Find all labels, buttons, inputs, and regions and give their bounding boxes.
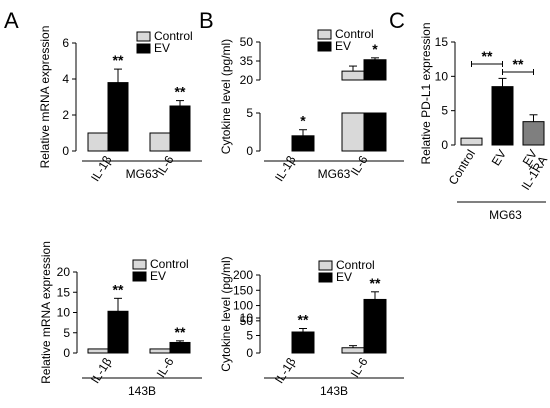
b-bottom-tick-label-il-6: IL-6 xyxy=(348,355,371,380)
legend-swatch-control xyxy=(136,31,151,42)
legend-label-ev: EV xyxy=(154,41,170,55)
c-comparison-label-0: ** xyxy=(482,48,493,64)
b-top-tick-label-il-6: IL-6 xyxy=(348,153,371,178)
c-y-tick-label-15: 15 xyxy=(435,35,449,49)
c-y-tick-label-5: 5 xyxy=(441,104,448,118)
b-bottom-significance-il-1: ** xyxy=(298,312,309,328)
b-top-bar-control-il-6-upper xyxy=(341,70,365,81)
legend-swatch-ev xyxy=(317,41,332,52)
a-top-y-tick-label-4: 4 xyxy=(62,72,69,86)
legend-swatch-control xyxy=(317,29,332,40)
b-top-group-label: MG63 xyxy=(318,167,351,181)
b-top-y-tick-label-0: 0 xyxy=(246,144,253,158)
legend-label-ev: EV xyxy=(150,269,166,283)
c-y-tick-label-0: 0 xyxy=(441,138,448,152)
legend-label-control: Control xyxy=(335,27,374,41)
b-bottom-y-tick-label-50: 50 xyxy=(240,314,254,328)
b-top-y-tick-label-5: 5 xyxy=(246,106,253,120)
b-top-y-axis-label: Cytokine level (pg/ml) xyxy=(219,39,233,154)
a-top-bar-ev-il-6 xyxy=(169,105,191,152)
a-top-tick-label-il-1: IL-1β xyxy=(88,153,115,184)
legend-label-control: Control xyxy=(150,257,189,271)
c-y-axis-label: Relative PD-L1 expression xyxy=(419,22,433,164)
legend-label-control: Control xyxy=(154,29,193,43)
legend-swatch-ev xyxy=(318,272,333,283)
legend-swatch-ev xyxy=(136,43,151,54)
a-bottom-bar-ev-il-6 xyxy=(169,341,191,354)
b-top-bar-control-il-6-lower xyxy=(341,112,365,152)
c-tick-label-ev: EV xyxy=(489,147,509,168)
panel-letter-b: B xyxy=(199,8,214,33)
a-bottom-bar-ev-il-1 xyxy=(107,310,129,354)
b-top-bar-ev-il-6-upper xyxy=(363,59,387,81)
b-top-y-tick-label-20: 20 xyxy=(240,73,254,87)
a-bottom-bar-control-il-1 xyxy=(87,348,109,354)
b-top-significance-il-6: * xyxy=(372,41,378,57)
b-bottom-y-tick-label-0: 0 xyxy=(246,346,253,360)
a-top-group-label: MG63 xyxy=(126,167,159,181)
b-bottom-bar-control-il-6 xyxy=(341,347,365,354)
b-bottom-y-tick-label-150: 150 xyxy=(233,283,253,297)
a-bottom-y-tick-label-20: 20 xyxy=(57,265,71,279)
c-y-tick-label-10: 10 xyxy=(435,69,449,83)
a-bottom-y-axis-label: Relative mRNA expression xyxy=(39,241,53,384)
c-tick-label-line: EV xyxy=(489,147,509,168)
b-top-y-tick-label-35: 35 xyxy=(240,54,254,68)
b-top-bar-ev-il-1 xyxy=(291,135,315,152)
a-top-y-tick-label-2: 2 xyxy=(62,108,69,122)
a-bottom-y-tick-label-15: 15 xyxy=(57,285,71,299)
c-tick-label-line: Control xyxy=(446,147,478,187)
a-bottom-y-tick-label-0: 0 xyxy=(63,346,70,360)
a-top-bar-ev-il-1 xyxy=(107,82,129,152)
b-bottom-y-tick-label-100: 100 xyxy=(233,299,253,313)
c-bar-control xyxy=(460,137,483,146)
b-top-tick-label-il-1: IL-1β xyxy=(272,153,299,184)
b-bottom-group-label: 143B xyxy=(320,384,348,398)
legend-swatch-control xyxy=(132,259,147,270)
a-top-significance-il-6: ** xyxy=(175,84,186,100)
legend-label-ev: EV xyxy=(336,270,352,284)
a-bottom-bar-control-il-6 xyxy=(149,348,171,354)
b-top-bar-ev-il-6-lower xyxy=(363,112,387,152)
a-top-bar-control-il-1 xyxy=(87,132,109,152)
legend-label-control: Control xyxy=(336,258,375,272)
c-comparison-label-1: ** xyxy=(513,56,524,72)
b-bottom-significance-il-6: ** xyxy=(370,275,381,291)
b-bottom-tick-label-il-1: IL-1β xyxy=(272,355,299,386)
b-bottom-bar-ev-il-6-upper xyxy=(363,298,387,331)
a-bottom-tick-label-il-6: IL-6 xyxy=(154,355,177,380)
c-tick-label-control: Control xyxy=(446,147,478,187)
a-bottom-y-tick-label-5: 5 xyxy=(63,326,70,340)
b-bottom-y-tick-label-5: 5 xyxy=(246,329,253,343)
a-bottom-y-tick-label-10: 10 xyxy=(57,306,71,320)
b-bottom-y-tick-label-10: 10 xyxy=(240,311,254,325)
legend-swatch-ev xyxy=(132,271,147,282)
c-bar-ev-il-1ra xyxy=(522,121,545,146)
legend-label-ev: EV xyxy=(335,39,351,53)
b-bottom-bar-ev-il-1 xyxy=(291,331,315,354)
legend-swatch-control xyxy=(318,260,333,271)
a-bottom-group-label: 143B xyxy=(128,384,156,398)
b-top-y-tick-label-50: 50 xyxy=(240,35,254,49)
b-top-significance-il-1: * xyxy=(300,113,306,129)
a-top-y-tick-label-0: 0 xyxy=(62,144,69,158)
b-bottom-y-tick-label-200: 200 xyxy=(233,268,253,282)
panel-letter-a: A xyxy=(4,8,19,33)
a-top-bar-control-il-6 xyxy=(149,132,171,152)
panel-letter-c: C xyxy=(389,8,405,33)
b-bottom-y-axis-label: Cytokine level (pg/ml) xyxy=(219,256,233,371)
c-bar-ev xyxy=(491,86,514,146)
a-bottom-significance-il-6: ** xyxy=(175,324,186,340)
a-top-y-axis-label: Relative mRNA expression xyxy=(38,26,52,169)
a-bottom-significance-il-1: ** xyxy=(113,281,124,297)
c-group-label: MG63 xyxy=(489,208,522,222)
a-top-y-tick-label-6: 6 xyxy=(62,36,69,50)
a-bottom-tick-label-il-1: IL-1β xyxy=(88,355,115,386)
a-top-significance-il-1: ** xyxy=(113,52,124,68)
c-tick-label-ev-il-1ra: EV+IL-1RA xyxy=(508,147,550,192)
